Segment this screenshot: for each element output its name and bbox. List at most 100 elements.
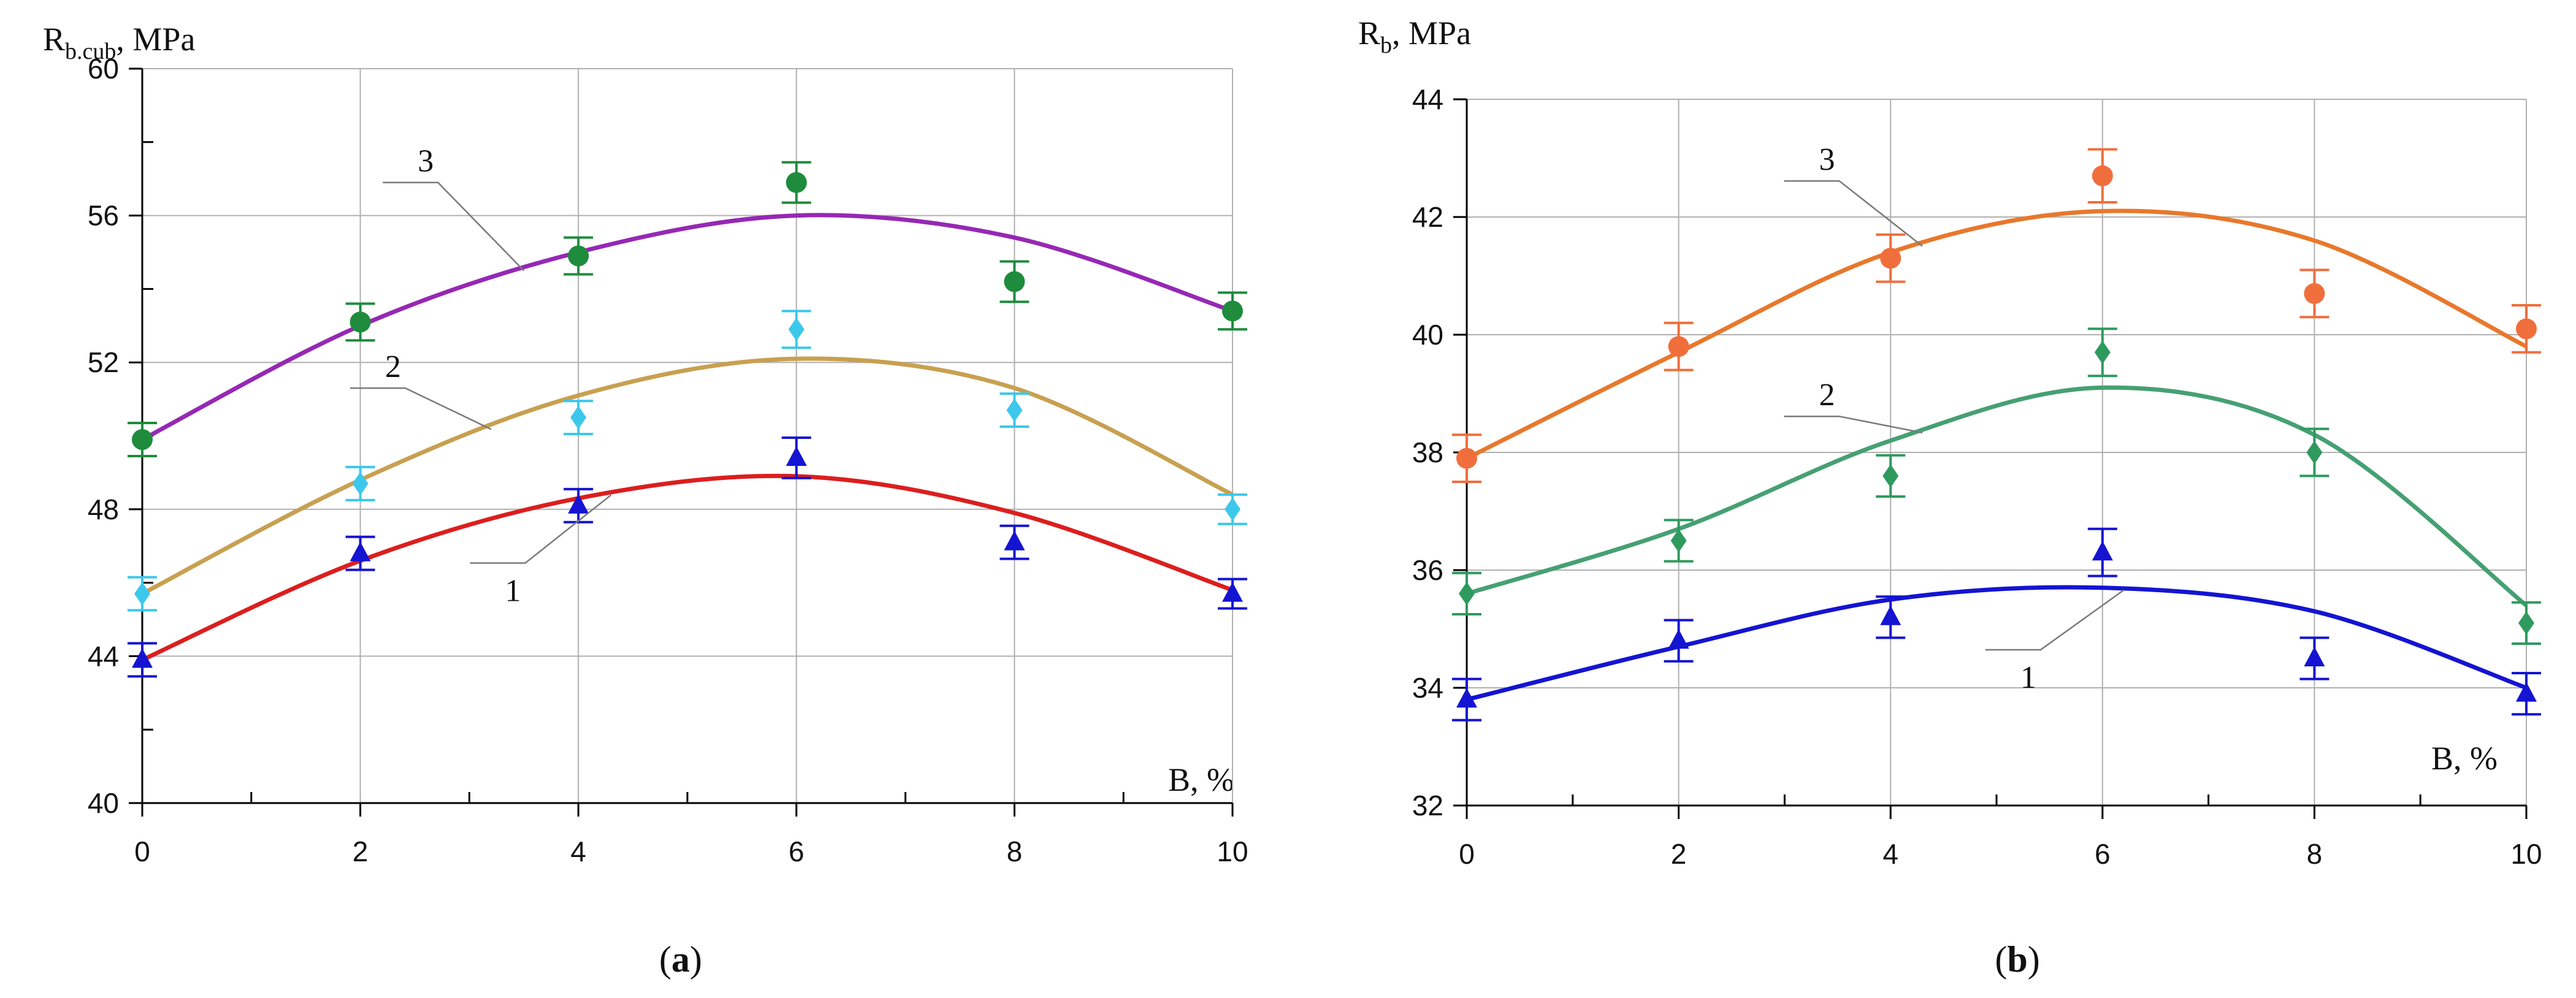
data-point [132,429,153,450]
y-tick-label: 32 [1412,790,1443,821]
y-tick-label: 44 [88,640,119,672]
data-point [1668,336,1689,357]
data-point [1004,530,1025,550]
y-tick-label: 34 [1412,672,1443,704]
data-point [2516,682,2537,702]
label-leader-line [1784,415,1923,434]
x-tick-label: 8 [2307,838,2323,870]
chart-panel-a: Rb.cub, MPa B, % (a) 40 44 48 52 56 60 0 2 4 6 8 10… [43,21,1248,980]
label-leader-line [470,494,612,564]
data-point [2304,283,2325,304]
series-label: 3 [1819,142,1835,177]
series-b-1: 1 [1452,527,2541,722]
fit-curve [141,213,1234,442]
y-tick-label: 60 [88,53,119,85]
x-tick-label: 6 [789,836,805,867]
data-point [1225,497,1240,521]
x-tick-label: 4 [1882,838,1898,870]
x-tick-label: 10 [2510,838,2542,870]
series-a-1: 1 [128,436,1247,678]
data-point [2094,340,2111,364]
data-point [2306,441,2323,464]
data-point [132,648,153,668]
y-tick-label: 44 [1412,83,1443,115]
data-point [1456,448,1477,469]
series-label: 2 [1819,378,1835,413]
fit-curve [141,473,1234,662]
data-point [2304,647,2325,666]
y-tick-label: 38 [1412,436,1443,468]
label-leader-line [350,387,492,430]
panel-label-b-close: ) [2028,939,2040,980]
y-tick-label: 40 [88,787,119,819]
y-tick-label: 56 [88,200,119,232]
data-point [568,493,589,514]
y-axis-title-b: Rb, MPa [1358,15,1471,58]
panel-label-b: (b) [1995,939,2039,980]
x-tick-label: 0 [1459,838,1475,870]
x-axis-title-b: B, % [2431,740,2498,777]
data-point [785,172,807,193]
series-a-2: 2 [128,310,1247,612]
fit-curve [1466,208,2528,460]
x-axis-title-a: B, % [1168,761,1234,798]
data-point [134,582,150,606]
fit-curve [1466,585,2528,702]
y-axis-title-a: Rb.cub, MPa [43,21,195,64]
data-point [1222,300,1243,322]
data-point [570,406,587,430]
series-label: 1 [2020,660,2036,695]
data-point [2516,318,2537,340]
y-axis-title-b-sub: b [1380,32,1392,58]
y-tick-label: 48 [88,493,119,525]
data-point [1882,464,1899,488]
data-point [2518,611,2534,635]
data-point [1006,398,1023,422]
label-leader-line [1985,589,2125,651]
x-tick-label: 2 [1671,838,1687,870]
y-tick-label: 42 [1412,201,1443,233]
x-tick-label: 2 [353,836,369,867]
panel-label-a-close: ) [690,939,702,980]
x-tick-label: 0 [134,836,150,867]
panel-label-a: (a) [659,939,702,980]
data-point [785,446,807,466]
y-axis-title-a-main: R [43,21,65,58]
y-tick-label: 40 [1412,319,1443,351]
x-tick-label: 8 [1007,836,1023,867]
series-label: 3 [418,144,434,179]
data-point [1880,605,1901,625]
label-leader-line [383,181,525,272]
label-leader-line [1784,180,1923,247]
data-point [1456,688,1477,708]
data-point [1004,271,1025,292]
panel-label-b-open: ( [1995,939,2007,980]
fit-curve [141,356,1234,596]
y-axis-title-b-main: R [1358,15,1380,51]
fit-curve [1466,385,2528,608]
grid-b [1467,99,2527,806]
data-point [2092,541,2113,561]
y-tick-label: 36 [1412,554,1443,586]
x-tick-label: 10 [1217,836,1248,867]
data-point [1459,582,1475,606]
series-b-3: 3 [1452,142,2541,483]
data-point [788,318,805,341]
y-axis-title-a-sub: b.cub [65,39,116,64]
data-point [1222,582,1243,602]
data-point [1668,629,1689,649]
y-axis-title-a-rest: , MPa [116,21,195,58]
series-b-2: 2 [1452,327,2541,645]
grid-a [142,68,1233,803]
series-label: 2 [385,349,401,384]
panel-label-a-open: ( [659,939,671,980]
panel-label-a-letter: a [671,939,690,980]
panel-label-b-letter: b [2007,939,2027,980]
y-tick-label: 52 [88,346,119,378]
x-tick-label: 6 [2095,838,2111,870]
y-axis-title-b-rest: , MPa [1392,15,1471,51]
x-tick-label: 4 [570,836,586,867]
data-point [568,245,589,267]
